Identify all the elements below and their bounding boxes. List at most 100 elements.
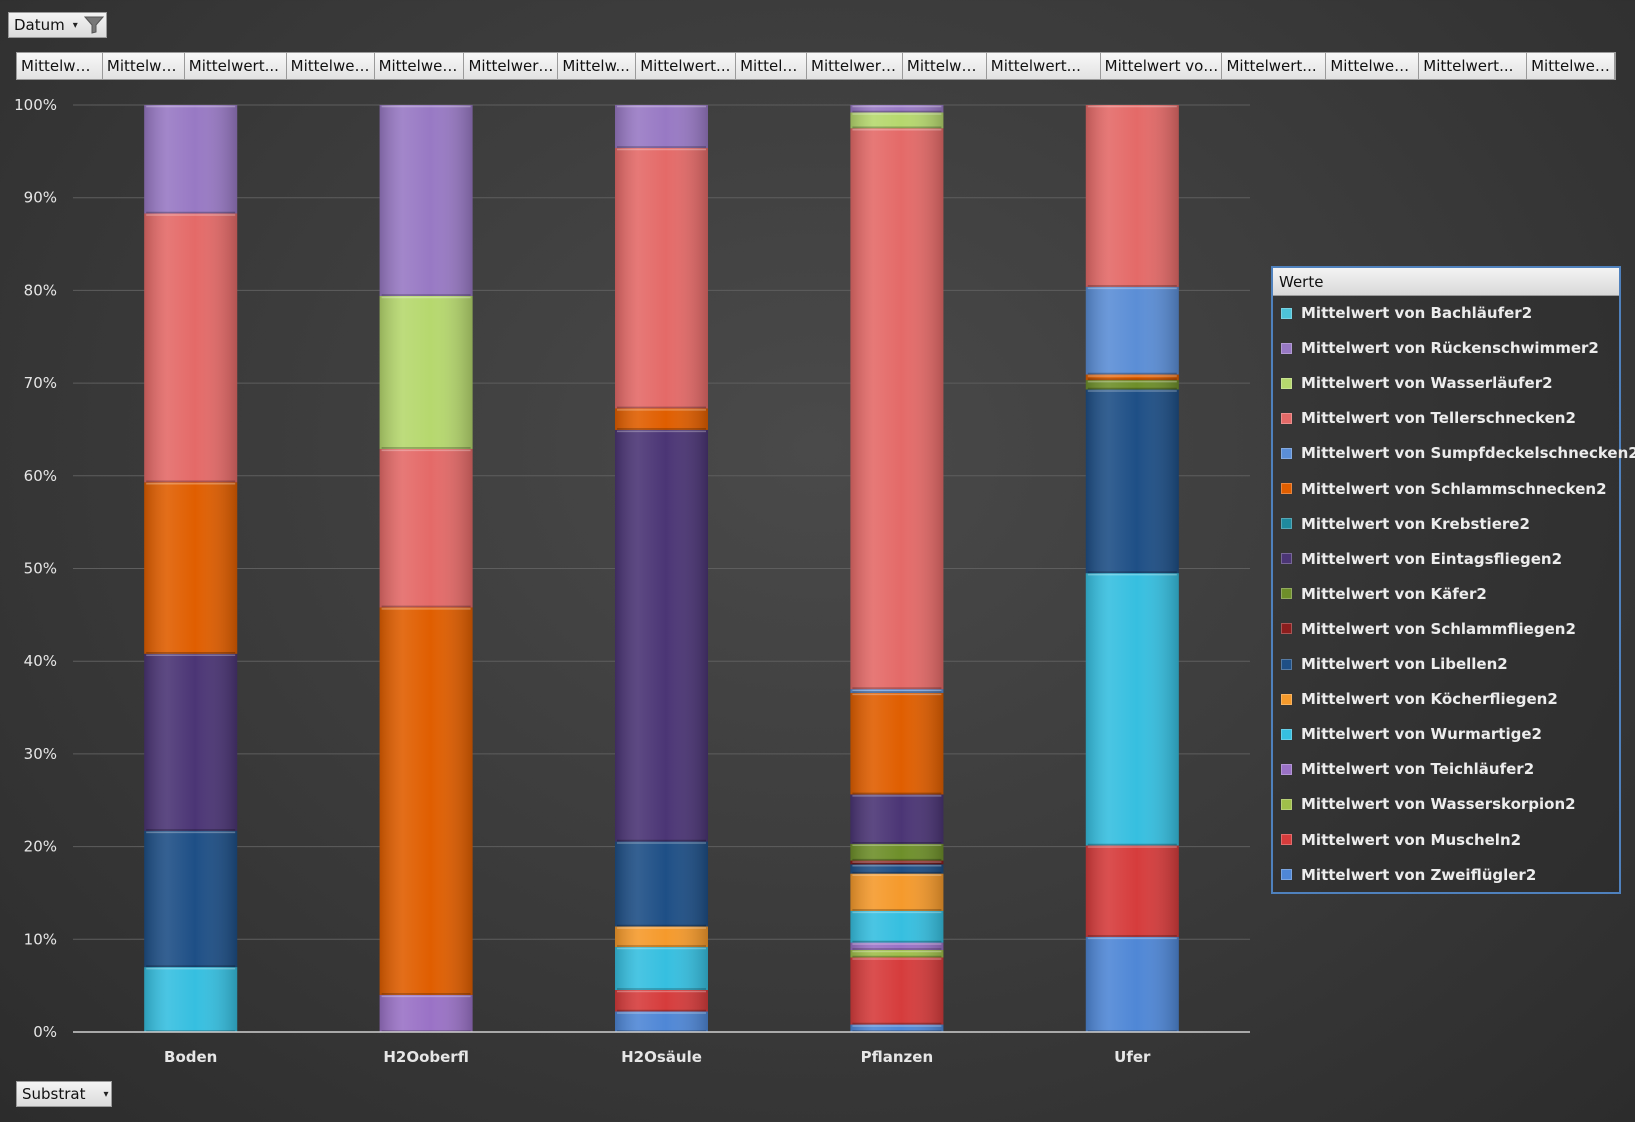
legend-entry[interactable]: Mittelwert von Köcherfliegen2 bbox=[1281, 687, 1558, 711]
x-category-label: H2Osäule bbox=[621, 1048, 702, 1066]
bar-segment-sheen bbox=[850, 864, 944, 874]
bar-segment-sheen bbox=[850, 689, 944, 693]
legend-entry[interactable]: Mittelwert von Sumpfdeckelschnecken2 bbox=[1281, 441, 1635, 465]
bar-segment-sheen bbox=[615, 841, 708, 927]
bar-segment-sheen bbox=[144, 653, 238, 831]
legend-label: Mittelwert von Köcherfliegen2 bbox=[1301, 690, 1558, 709]
bar-segment-sheen bbox=[850, 873, 944, 911]
legend-label: Mittelwert von Käfer2 bbox=[1301, 584, 1487, 603]
datum-filter-label: Datum bbox=[14, 16, 65, 34]
legend-entry[interactable]: Mittelwert von Muscheln2 bbox=[1281, 828, 1521, 852]
legend-swatch bbox=[1281, 623, 1292, 635]
value-field-button[interactable]: Mittelwert... bbox=[986, 53, 1101, 79]
legend-entry[interactable]: Mittelwert von Libellen2 bbox=[1281, 652, 1508, 676]
bar-segment-sheen bbox=[144, 105, 238, 214]
legend-swatch bbox=[1281, 553, 1292, 565]
y-tick-label: 100% bbox=[14, 96, 57, 114]
bar-segment-sheen bbox=[615, 147, 708, 409]
legend-label: Mittelwert von Schlammschnecken2 bbox=[1301, 479, 1607, 498]
legend-entry[interactable]: Mittelwert von Teichläufer2 bbox=[1281, 757, 1534, 781]
legend-entry[interactable]: Mittelwert von Tellerschnecken2 bbox=[1281, 406, 1576, 430]
bar-segment-sheen bbox=[850, 860, 944, 865]
value-field-button[interactable]: Mittelwer... bbox=[902, 53, 987, 79]
x-category-label: H2Ooberfl bbox=[383, 1048, 468, 1066]
bar-segment-sheen bbox=[850, 910, 944, 943]
legend-label: Mittelwert von Eintagsfliegen2 bbox=[1301, 549, 1563, 568]
bar-segment-sheen bbox=[1085, 380, 1179, 390]
legend-swatch bbox=[1281, 728, 1292, 740]
bar-segment-sheen bbox=[850, 950, 944, 958]
legend-entry[interactable]: Mittelwert von Wasserläufer2 bbox=[1281, 371, 1553, 395]
legend-label: Mittelwert von Wasserskorpion2 bbox=[1301, 795, 1576, 814]
y-tick-label: 80% bbox=[24, 281, 57, 299]
legend-label: Mittelwert von Rückenschwimmer2 bbox=[1301, 339, 1599, 358]
legend-entry[interactable]: Mittelwert von Schlammschnecken2 bbox=[1281, 477, 1607, 501]
legend-entry[interactable]: Mittelwert von Wasserskorpion2 bbox=[1281, 792, 1576, 816]
legend-swatch bbox=[1281, 447, 1292, 459]
bars bbox=[144, 105, 1179, 1032]
bar-segment-sheen bbox=[379, 607, 473, 995]
value-field-button[interactable]: Mittelw... bbox=[736, 53, 808, 79]
legend-entry[interactable]: Mittelwert von Schlammfliegen2 bbox=[1281, 617, 1576, 641]
value-field-button[interactable]: Mittelwe... bbox=[102, 53, 185, 79]
bar-segment-sheen bbox=[615, 947, 708, 990]
legend-entry[interactable]: Mittelwert von Eintagsfliegen2 bbox=[1281, 547, 1562, 571]
bar-segment-sheen bbox=[850, 957, 944, 1025]
value-field-button[interactable]: Mittelwert... bbox=[1222, 53, 1327, 79]
legend-entry[interactable]: Mittelwert von Wurmartige2 bbox=[1281, 722, 1542, 746]
legend-entry[interactable]: Mittelwert von Bachläufer2 bbox=[1281, 301, 1532, 325]
legend-swatch bbox=[1281, 483, 1292, 494]
bar-segment-sheen bbox=[615, 989, 708, 1012]
filter-funnel-icon bbox=[83, 16, 104, 34]
bar-segment-sheen bbox=[850, 794, 944, 844]
y-tick-label: 50% bbox=[24, 560, 57, 578]
bar-segment-sheen bbox=[379, 105, 473, 296]
value-field-button[interactable]: Mittelwert... bbox=[636, 53, 737, 79]
legend-label: Mittelwert von Bachläufer2 bbox=[1301, 304, 1533, 322]
x-category-label: Ufer bbox=[1114, 1048, 1151, 1066]
value-field-button[interactable]: Mittelwer... bbox=[286, 53, 375, 79]
bar-segment-sheen bbox=[850, 112, 944, 129]
value-field-button[interactable]: Mittelwert... bbox=[184, 53, 287, 79]
value-field-button[interactable]: Mittelwer... bbox=[17, 53, 103, 79]
bar-segment-sheen bbox=[1085, 389, 1179, 574]
legend-swatch bbox=[1281, 377, 1292, 389]
value-field-button[interactable]: Mittelwert... bbox=[1326, 53, 1420, 79]
bar-segment-sheen bbox=[1085, 286, 1179, 375]
legend-swatch bbox=[1281, 798, 1292, 810]
legend-entry[interactable]: Mittelwert von Krebstiere2 bbox=[1281, 512, 1530, 536]
x-category-label: Boden bbox=[164, 1048, 217, 1066]
datum-filter-button[interactable]: Datum ▾ bbox=[8, 12, 107, 38]
dropdown-arrow-icon: ▾ bbox=[103, 1088, 109, 1100]
y-tick-label: 0% bbox=[33, 1023, 57, 1041]
y-tick-label: 40% bbox=[24, 652, 57, 670]
bar-segment-sheen bbox=[144, 830, 238, 968]
bar-segment-sheen bbox=[1085, 105, 1179, 287]
dropdown-arrow-icon: ▾ bbox=[72, 19, 78, 31]
bar-segment-sheen bbox=[144, 213, 238, 483]
value-field-button[interactable]: Mittelwert... bbox=[464, 53, 559, 79]
bar-segment-sheen bbox=[615, 926, 708, 948]
value-field-button[interactable]: Mittelwer... bbox=[1527, 53, 1615, 79]
legend-swatch bbox=[1281, 834, 1292, 845]
legend-entry[interactable]: Mittelwert von Rückenschwimmer2 bbox=[1281, 336, 1599, 360]
substrat-axis-button[interactable]: Substrat ▾ bbox=[16, 1081, 112, 1107]
value-field-button[interactable]: Mittelwert... bbox=[807, 53, 903, 79]
bar-segment-sheen bbox=[615, 408, 708, 430]
legend-swatch bbox=[1281, 588, 1292, 600]
bar-segment-sheen bbox=[850, 692, 944, 795]
value-field-button[interactable]: Mittelw... bbox=[558, 53, 637, 79]
y-tick-label: 70% bbox=[24, 374, 57, 392]
bar-segment-sheen bbox=[144, 482, 238, 654]
legend-label: Mittelwert von Zweiflügler2 bbox=[1301, 865, 1537, 884]
legend-entry[interactable]: Mittelwert von Zweiflügler2 bbox=[1281, 863, 1536, 887]
bar-segment-sheen bbox=[379, 994, 473, 1032]
y-tick-label: 30% bbox=[24, 745, 57, 763]
x-category-label: Pflanzen bbox=[861, 1048, 934, 1066]
legend-entry[interactable]: Mittelwert von Käfer2 bbox=[1281, 582, 1487, 606]
value-field-button[interactable]: Mittelwert von... bbox=[1100, 53, 1223, 79]
legend-label: Mittelwert von Wurmartige2 bbox=[1301, 725, 1542, 744]
value-field-button[interactable]: Mittelwert... bbox=[1419, 53, 1528, 79]
value-field-button[interactable]: Mittelwert... bbox=[374, 53, 465, 79]
